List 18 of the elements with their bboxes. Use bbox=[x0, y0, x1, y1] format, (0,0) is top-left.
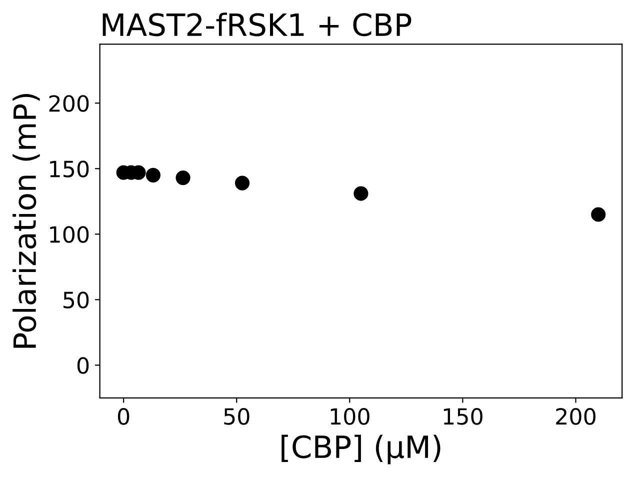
y-tick-label: 100 bbox=[50, 226, 89, 243]
point bbox=[176, 170, 190, 186]
y-tick-label: 50 bbox=[64, 292, 89, 308]
x-tick-label: 50 bbox=[224, 408, 250, 425]
x-axis-title: [CBP] (μM) bbox=[282, 434, 440, 464]
point bbox=[591, 207, 606, 222]
y-tick-label: 0 bbox=[77, 357, 89, 374]
x-tick-label: 100 bbox=[330, 408, 370, 425]
x-tick-label: 200 bbox=[556, 408, 596, 425]
y-axis-title: Polarization (mP) bbox=[12, 94, 40, 348]
y-tick-label: 200 bbox=[49, 95, 89, 112]
point bbox=[354, 186, 368, 201]
point bbox=[234, 176, 250, 190]
point bbox=[146, 168, 160, 182]
chart-title: MAST2-fRSK1 + CBP bbox=[102, 12, 412, 36]
y-tick-label: 150 bbox=[50, 160, 89, 178]
x-tick-label: 0 bbox=[118, 408, 130, 425]
x-tick-label: 150 bbox=[444, 408, 482, 425]
